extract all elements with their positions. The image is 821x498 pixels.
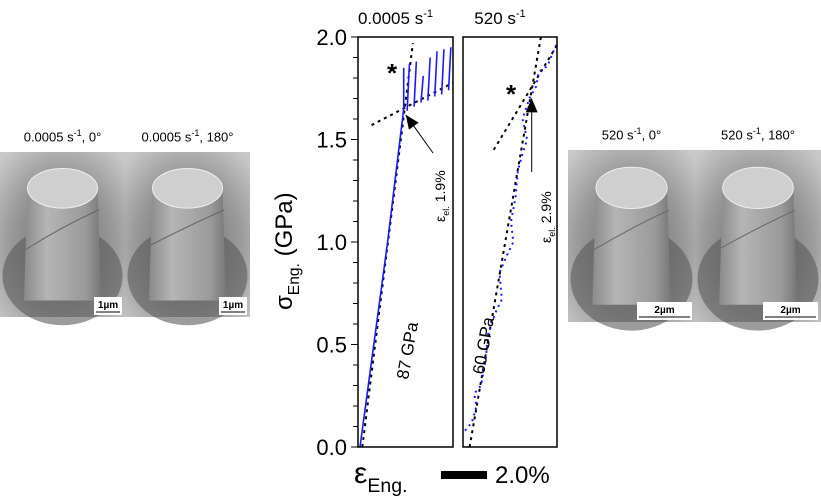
- sem-image-label: 520 s-1, 180°: [721, 126, 795, 143]
- serration: [433, 51, 438, 97]
- arrow-head-icon: [405, 114, 419, 130]
- serration: [406, 63, 411, 111]
- scale-bar-box: [94, 297, 122, 315]
- sem-image-label: 0.0005 s-1, 180°: [141, 128, 234, 145]
- sem-image-label: 520 s-1, 0°: [601, 126, 662, 143]
- pillar-top: [27, 168, 98, 209]
- y-tick-label: 1.0: [316, 230, 347, 255]
- pillar-top: [152, 168, 223, 209]
- stress-strain-curve: [464, 42, 557, 432]
- sem-image: 2µm: [568, 150, 695, 331]
- plot-area: [359, 43, 453, 447]
- scale-bar-label: 1µm: [223, 300, 243, 311]
- chart-panel: 0.0005 s-1 87 GPa * εel. 1.9%: [357, 8, 454, 448]
- stress-strain-curve: [359, 67, 405, 447]
- x-axis-label: εEng.: [354, 457, 408, 497]
- slip-band: [593, 209, 670, 250]
- scale-bar-label: 1µm: [98, 300, 118, 311]
- y-tick-label: 0.5: [316, 333, 347, 358]
- slip-band: [150, 209, 225, 246]
- plot-area: [464, 37, 557, 447]
- scale-bar-label: 2µm: [654, 305, 674, 316]
- pillar-body: [149, 188, 226, 301]
- serration: [427, 57, 431, 101]
- sem-image-label: 0.0005 s-1, 0°: [23, 128, 102, 145]
- y-axis-label: σEng. (GPa): [271, 192, 303, 310]
- pillar-top: [595, 166, 668, 209]
- scale-bar-box: [219, 297, 247, 315]
- plastic-fit-line: [492, 44, 557, 151]
- arrow-head-icon: [525, 98, 538, 113]
- slip-band: [720, 209, 796, 249]
- sem-image: 1µm: [0, 152, 125, 326]
- strain-scale-bar: [441, 471, 487, 479]
- sem-image: 2µm: [695, 150, 821, 331]
- plastic-fit-line: [371, 81, 453, 127]
- y-tick-label: 1.5: [316, 128, 347, 153]
- sem-image: 1µm: [125, 152, 250, 326]
- slip-band: [25, 209, 100, 250]
- panel-title: 520 s-1: [474, 8, 525, 28]
- modulus-label: 60 GPa: [469, 315, 498, 376]
- panel-frame: [462, 36, 558, 448]
- elastic-strain-label: εel. 1.9%: [432, 170, 451, 222]
- elastic-strain-label: εel. 2.9%: [538, 191, 557, 243]
- y-tick-label: 2.0: [316, 25, 347, 50]
- serration: [413, 61, 418, 107]
- chart-panel: 520 s-1 60 GPa * εel. 2.9%: [462, 8, 558, 448]
- pillar-body: [592, 187, 671, 305]
- pillar-body: [719, 187, 797, 305]
- scale-bar-label: 2µm: [780, 305, 800, 316]
- pillar-body: [24, 188, 101, 301]
- yield-asterisk: *: [387, 58, 398, 88]
- scale-bar-box: [637, 302, 692, 320]
- serration: [447, 47, 452, 91]
- modulus-label: 87 GPa: [393, 320, 422, 381]
- panel-title: 0.0005 s-1: [358, 8, 433, 28]
- pillar-top: [722, 166, 794, 209]
- strain-scale-label: 2.0%: [495, 462, 550, 489]
- y-tick-label: 0.0: [316, 435, 347, 460]
- serration: [420, 75, 425, 103]
- panel-frame: [357, 36, 454, 448]
- yield-asterisk: *: [506, 79, 517, 109]
- scale-bar-box: [763, 302, 818, 320]
- serration: [440, 49, 445, 95]
